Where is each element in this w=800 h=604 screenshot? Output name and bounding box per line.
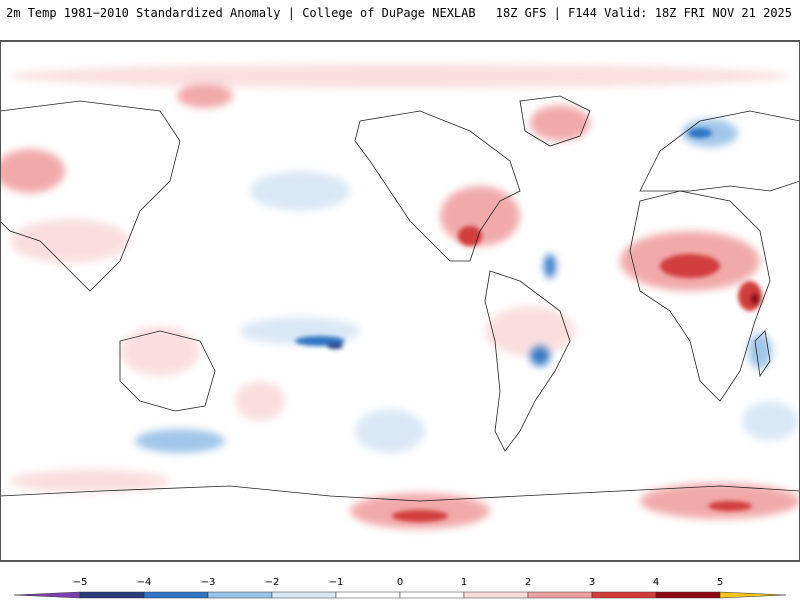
colorbar-segment	[591, 591, 657, 599]
colorbar-tick-label: 3	[589, 577, 595, 588]
europe-asia-coast	[639, 110, 800, 192]
coastlines	[0, 95, 800, 502]
antarctic-warm-core	[392, 510, 448, 522]
north-america-coast	[354, 110, 521, 262]
north-pacific-cold	[250, 171, 350, 211]
southern-ocean-warm-east	[640, 483, 800, 519]
colorbar-tick-label: 2	[525, 577, 531, 588]
colorbar-tick-label: −4	[137, 577, 152, 588]
south-america-cold	[530, 346, 550, 366]
madagascar-coast	[754, 330, 771, 378]
colorbar-tick-label: 4	[653, 577, 659, 588]
map-title: 2m Temp 1981−2010 Standardized Anomaly |…	[6, 6, 476, 20]
east-africa-max	[750, 293, 760, 305]
colorbar-tick-label: −2	[265, 577, 280, 588]
south-america-warm	[485, 306, 575, 356]
north-pacific-warm	[177, 84, 233, 108]
asia-coast	[0, 100, 181, 292]
madagascar-cold	[748, 333, 772, 369]
colorbar-segment	[207, 591, 273, 599]
colorbar-segment	[463, 591, 529, 599]
footer-divider	[0, 561, 800, 562]
southern-ocean-cold	[135, 429, 225, 453]
colorbar-tick-label: −5	[73, 577, 88, 588]
strong-warm-cores	[392, 226, 762, 522]
colorbar-tick-label: 0	[397, 577, 403, 588]
colorbar-tick-label: −3	[201, 577, 216, 588]
colorbar-segment	[655, 591, 721, 599]
colorbar: −5 −4 −3 −2 −1 0 1 2 3 4 5	[0, 570, 800, 600]
anomaly-map	[0, 41, 800, 561]
sahara-warm-core	[660, 254, 720, 278]
cold-anomaly-fields	[135, 119, 798, 453]
southern-ocean-warm-west	[10, 469, 170, 493]
header-divider	[0, 40, 800, 41]
southern-ocean-warm-core	[708, 501, 752, 511]
colorbar-segment	[527, 591, 593, 599]
tasman-warm	[235, 381, 285, 421]
australia-warm	[120, 326, 200, 376]
model-run-label: 18Z GFS | F144 Valid: 18Z FRI NOV 21 202…	[495, 6, 792, 20]
strong-cold-cores	[295, 128, 712, 349]
south-america-coast	[484, 270, 571, 452]
arctic-warm-band	[10, 64, 790, 88]
south-pacific-cold-max	[327, 343, 343, 349]
colorbar-high-arrow	[719, 591, 787, 599]
colorbar-tick-label: 5	[717, 577, 723, 588]
south-pacific-cold-east	[355, 409, 425, 453]
colorbar-tick-label: 1	[461, 577, 467, 588]
us-southeast-warm-core	[458, 226, 482, 246]
colorbar-segment	[79, 591, 145, 599]
colorbar-tick-label: −1	[329, 577, 344, 588]
east-asia-warm	[10, 219, 130, 263]
atlantic-cold	[544, 254, 556, 278]
scandinavia-cold-core	[688, 128, 712, 138]
colorbar-segment	[271, 591, 337, 599]
colorbar-segment	[143, 591, 209, 599]
indian-ocean-cold	[742, 401, 798, 441]
colorbar-segment	[335, 591, 401, 599]
greenland-coast	[519, 95, 591, 147]
greenland-warm	[530, 105, 590, 141]
siberia-warm	[0, 149, 65, 193]
antarctica-coast	[0, 485, 800, 502]
africa-coast	[629, 190, 771, 402]
colorbar-segment	[399, 591, 465, 599]
australia-coast	[119, 330, 216, 412]
colorbar-low-arrow	[13, 591, 81, 599]
